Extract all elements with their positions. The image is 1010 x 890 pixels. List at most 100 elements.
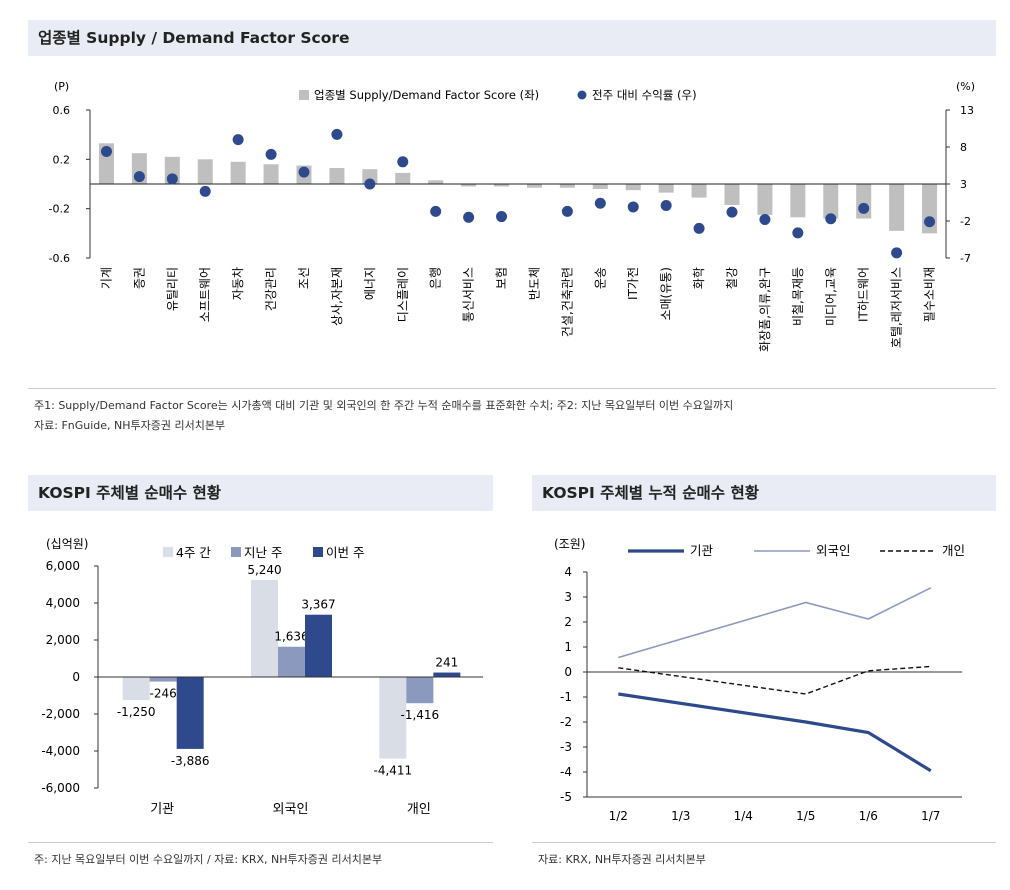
score-bar <box>494 184 510 187</box>
score-bar <box>559 184 575 188</box>
legend-label: 4주 간 <box>176 545 211 560</box>
score-bar <box>691 184 707 198</box>
y-left-tick-label: -0.2 <box>49 203 70 216</box>
net-buy-bar <box>149 677 177 682</box>
legend-swatch <box>231 547 241 557</box>
y-tick-label: 4,000 <box>46 596 80 610</box>
x-tick-label: 1/4 <box>734 809 753 823</box>
y-tick-label: -3 <box>560 740 572 754</box>
return-dot <box>265 148 277 160</box>
x-category-label: 필수소비재 <box>923 267 937 322</box>
return-dot <box>891 247 903 259</box>
net-buy-value-label: 3,367 <box>301 598 335 612</box>
net-buy-value-label: -3,886 <box>171 754 210 768</box>
series-line <box>618 692 932 773</box>
y-left-tick-label: 0.6 <box>53 104 71 117</box>
score-bar <box>428 180 444 184</box>
y-right-tick-label: 8 <box>960 141 967 154</box>
kospi-cum-buy-title: KOSPI 주체별 누적 순매수 현황 <box>532 475 996 511</box>
score-bar <box>790 184 806 218</box>
return-dot <box>726 206 738 218</box>
legend-label: 이번 주 <box>326 545 364 560</box>
return-dot <box>594 197 606 209</box>
x-tick-label: 1/7 <box>921 809 940 823</box>
y-left-unit: (P) <box>54 80 69 93</box>
net-buy-bar <box>406 677 434 704</box>
return-dot <box>166 173 178 185</box>
return-dot <box>298 166 310 178</box>
score-bar <box>526 184 542 188</box>
x-category-label: 건설,건축관련 <box>560 267 574 337</box>
net-buy-value-label: -4,411 <box>373 764 412 778</box>
return-dot <box>792 227 804 239</box>
score-bar <box>625 184 641 191</box>
x-category-label: 소매(유통) <box>659 267 673 321</box>
x-tick-label: 1/2 <box>609 809 628 823</box>
x-category-label: 유틸리티 <box>165 267 179 311</box>
return-dot <box>430 205 442 217</box>
y-tick-label: -4,000 <box>41 744 80 758</box>
x-category-label: IT가전 <box>626 267 640 300</box>
legend-dot-swatch <box>577 90 587 100</box>
legend-label: 기관 <box>690 543 714 558</box>
x-category-label: 자동차 <box>231 267 245 300</box>
x-category-label: 조선 <box>297 267 311 289</box>
x-category-label: 비철,목재등 <box>791 267 805 326</box>
y-tick-label: 2,000 <box>46 633 80 647</box>
score-bar <box>724 184 740 205</box>
y-unit: (조원) <box>554 537 585 551</box>
y-tick-label: 0 <box>72 670 80 684</box>
y-tick-label: 4 <box>564 565 572 579</box>
return-dot <box>660 199 672 211</box>
net-buy-value-label: 241 <box>435 656 458 670</box>
legend-label: 개인 <box>942 543 965 558</box>
bl-note: 주: 지난 목요일부터 이번 수요일까지 / 자료: KRX, NH투자증권 리… <box>34 853 383 866</box>
x-category-label: 화장품,의류,완구 <box>758 267 772 352</box>
top-note-2: 자료: FnGuide, NH투자증권 리서치본부 <box>34 419 226 432</box>
score-bar <box>230 161 246 184</box>
x-category-label: 건강관리 <box>264 267 278 311</box>
x-tick-label: 1/5 <box>796 809 815 823</box>
x-category-label: 디스플레이 <box>396 267 410 322</box>
br-note-divider <box>532 842 996 843</box>
x-tick-label: 1/6 <box>859 809 878 823</box>
net-buy-bar <box>251 580 278 677</box>
y-unit: (십억원) <box>46 537 88 551</box>
kospi-cum-buy-chart: (조원) 4 3 2 1 0 -1 -2 -3 -4 -5 1/2 1/3 1/4 1/5 1/6 1/7 기관 외… <box>554 537 965 823</box>
return-dot <box>199 185 211 197</box>
y-tick-label: -5 <box>560 790 572 804</box>
net-buy-bar <box>305 614 332 677</box>
x-category-label: 철강 <box>725 267 739 289</box>
net-buy-value-label: -246 <box>150 687 177 701</box>
score-bar <box>263 164 279 184</box>
return-dot <box>858 202 870 214</box>
return-dot <box>100 145 112 157</box>
x-category-label: 에너지 <box>363 267 377 300</box>
x-category-label: 기관 <box>150 802 174 817</box>
y-right-tick-label: 13 <box>960 104 974 117</box>
return-dot <box>825 213 837 225</box>
x-category-label: 반도체 <box>527 267 541 300</box>
y-left-tick-label: -0.6 <box>49 252 70 265</box>
net-buy-value-label: -1,416 <box>400 708 439 722</box>
y-right-tick-label: -2 <box>960 215 971 228</box>
y-tick-label: 6,000 <box>46 559 80 573</box>
return-dot <box>133 171 145 183</box>
x-category-label: 보험 <box>495 267 509 289</box>
return-dot <box>561 205 573 217</box>
net-buy-bar <box>278 646 305 677</box>
return-dot <box>463 211 475 223</box>
y-tick-label: -2 <box>560 715 572 729</box>
return-dot <box>924 216 936 228</box>
net-buy-value-label: -1,250 <box>117 705 156 719</box>
x-category-label: 운송 <box>593 267 607 289</box>
series-line <box>618 665 931 695</box>
y-tick-label: -2,000 <box>41 707 80 721</box>
return-dot <box>627 201 639 213</box>
legend-label: 지난 주 <box>244 545 282 560</box>
score-bar <box>461 184 477 187</box>
return-dot <box>331 128 343 140</box>
top-note-divider <box>28 388 996 389</box>
x-category-label: 미디어,교육 <box>824 267 838 326</box>
kospi-net-buy-chart: (십억원) 6,000 4,000 2,000 0 -2,000 -4,000 -6,000 -… <box>41 537 483 817</box>
